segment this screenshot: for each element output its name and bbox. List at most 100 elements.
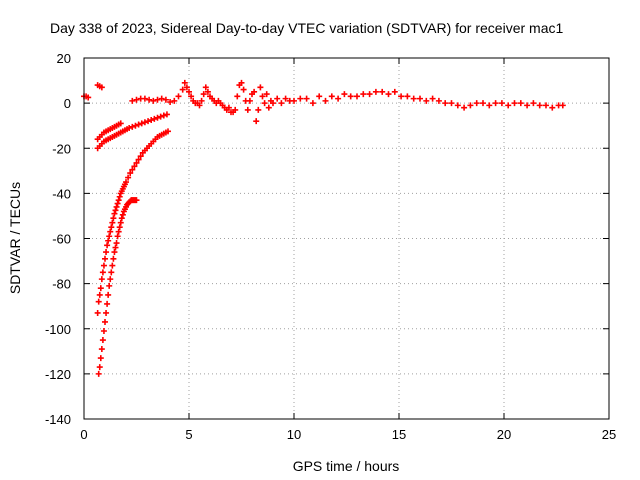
data-point	[110, 215, 117, 222]
data-point	[297, 95, 304, 102]
data-point	[137, 153, 144, 160]
y-tick-label: -20	[52, 141, 71, 156]
data-point	[104, 242, 111, 249]
data-point	[129, 166, 136, 173]
data-point	[261, 100, 268, 107]
data-point	[246, 97, 253, 104]
grid-lines	[84, 58, 609, 419]
plot-frame	[83, 57, 610, 420]
x-tick-label: 5	[185, 427, 192, 442]
data-point	[398, 93, 405, 100]
data-point	[366, 91, 373, 98]
data-point	[119, 211, 126, 218]
data-point	[94, 309, 101, 316]
data-point	[115, 197, 122, 204]
data-point	[225, 104, 232, 111]
data-point	[162, 96, 169, 103]
data-point	[322, 97, 329, 104]
data-point	[102, 318, 108, 325]
data-point	[196, 102, 203, 109]
data-point	[138, 120, 145, 127]
data-point	[99, 269, 106, 276]
data-point	[549, 104, 556, 111]
data-point	[154, 96, 161, 103]
data-point	[114, 200, 121, 207]
x-tick-label: 25	[602, 427, 616, 442]
data-point	[95, 370, 102, 377]
x-tick-label: 10	[287, 427, 301, 442]
data-point	[96, 364, 103, 371]
y-tick-label: -120	[45, 367, 71, 382]
data-point	[112, 207, 119, 214]
data-point	[385, 91, 392, 98]
data-point	[505, 102, 512, 109]
data-point	[106, 282, 113, 289]
data-point	[160, 112, 167, 119]
data-point	[486, 102, 493, 109]
data-point	[154, 114, 161, 121]
axis-ticks: 0 5 10 15 20 25 20 0 -20 -40 -60 -80 -100 -120 -140	[45, 51, 616, 442]
data-point	[141, 95, 148, 102]
data-point	[257, 84, 264, 91]
data-point	[282, 95, 289, 102]
data-point	[204, 88, 211, 95]
data-point	[112, 244, 119, 251]
x-tick-label: 20	[497, 427, 511, 442]
data-point	[97, 285, 104, 292]
data-point	[106, 233, 113, 240]
data-point	[100, 262, 107, 269]
data-point	[391, 88, 398, 95]
y-tick-label: -140	[45, 412, 71, 427]
data-point	[131, 163, 138, 170]
data-point	[198, 97, 205, 104]
data-point	[316, 93, 323, 100]
data-point	[543, 102, 549, 109]
y-tick-label: 0	[64, 96, 71, 111]
data-point	[234, 93, 241, 100]
data-point	[517, 100, 524, 107]
data-point	[135, 156, 142, 163]
data-point	[132, 122, 139, 129]
data-point	[107, 228, 114, 235]
data-point	[108, 224, 115, 231]
y-tick-label: -60	[52, 232, 71, 247]
data-point	[135, 121, 142, 128]
data-point	[97, 355, 104, 362]
data-point	[99, 337, 106, 344]
data-point	[150, 97, 157, 104]
data-point	[163, 111, 170, 118]
data-point	[536, 102, 543, 109]
data-point	[108, 269, 115, 276]
data-point	[115, 228, 122, 235]
data-point	[511, 100, 518, 107]
data-point	[454, 102, 461, 109]
data-point	[103, 249, 110, 256]
data-point	[270, 100, 276, 107]
data-point	[103, 309, 110, 316]
data-point	[467, 102, 474, 109]
data-point	[473, 100, 480, 107]
y-tick-label: -40	[52, 186, 71, 201]
y-axis-label: SDTVAR / TECUs	[7, 182, 23, 294]
data-point	[442, 100, 449, 107]
data-point	[524, 102, 531, 109]
data-point	[109, 219, 116, 226]
data-point	[530, 100, 537, 107]
data-point	[328, 93, 335, 100]
data-point	[309, 100, 316, 107]
y-tick-label: -80	[52, 277, 71, 292]
data-point	[303, 95, 310, 102]
data-point	[410, 95, 417, 102]
data-point	[146, 96, 153, 103]
data-point	[423, 97, 430, 104]
data-point	[244, 106, 251, 113]
data-point	[167, 98, 174, 105]
data-point	[98, 276, 105, 283]
data-point	[133, 197, 140, 204]
data-point	[559, 102, 566, 109]
x-axis-label: GPS time / hours	[293, 458, 400, 474]
data-point	[498, 100, 505, 107]
data-point	[158, 95, 165, 102]
data-point	[379, 88, 386, 95]
data-point	[118, 215, 125, 222]
